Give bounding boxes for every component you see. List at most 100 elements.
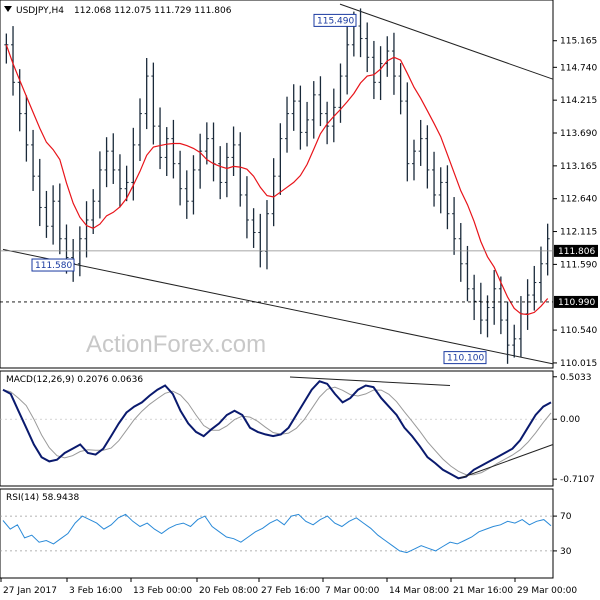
price-bar: [164, 127, 169, 177]
price-bar: [298, 85, 303, 150]
price-levels: 111.806 110.990: [0, 244, 598, 308]
macd-tick-label: 0.00: [560, 415, 580, 425]
price-bar: [251, 208, 256, 248]
macd-signal-line: [2, 386, 552, 476]
collapse-triangle-icon[interactable]: [4, 6, 12, 12]
x-tick-label: 14 Mar 08:00: [389, 586, 449, 596]
price-bar: [418, 119, 423, 166]
price-bar: [291, 84, 296, 131]
y-tick-label: 115.165: [560, 37, 597, 47]
x-tick-label: 21 Mar 16:00: [453, 586, 513, 596]
price-bar: [478, 282, 483, 335]
price-bar: [505, 301, 510, 364]
x-tick-label: 27 Feb 16:00: [261, 586, 320, 596]
price-bar: [191, 155, 196, 215]
y-tick-label: 114.740: [560, 63, 597, 73]
price-bar: [218, 146, 223, 200]
price-bar: [512, 324, 517, 358]
x-tick-label: 3 Feb 16:00: [69, 586, 123, 596]
price-bar: [198, 133, 203, 189]
price-bar: [398, 63, 403, 115]
price-bar: [91, 189, 96, 235]
price-bar: [331, 88, 336, 143]
y-tick-label: 112.640: [560, 195, 597, 205]
price-bar: [358, 8, 363, 58]
price-bar: [144, 57, 149, 130]
price-bar: [365, 22, 370, 73]
annotation-box: [313, 13, 357, 27]
macd-indicator: 0.5033 0.00 -0.7107: [0, 373, 595, 485]
price-bar: [117, 154, 122, 208]
price-bar: [492, 270, 497, 325]
price-bar: [432, 151, 437, 207]
main-axis: 115.165 114.740 114.215 113.690 113.165 112.6…: [553, 37, 597, 369]
rsi-tick-label: 70: [560, 512, 572, 522]
price-bar: [97, 151, 102, 219]
rsi-line: [2, 513, 552, 554]
price-bar: [57, 183, 62, 255]
price-bar: [485, 295, 490, 338]
header-symbol: USDJPY,H4: [16, 6, 64, 16]
price-bar: [24, 95, 29, 162]
price-annotations: 115.490 111.580 110.100: [31, 13, 487, 365]
price-bar: [425, 125, 430, 189]
annotation-box: [443, 351, 487, 365]
macd-tick-label: 0.5033: [560, 373, 592, 383]
macd-trendline-lower: [459, 444, 554, 479]
price-bar: [438, 167, 443, 214]
price-bar: [271, 158, 276, 227]
price-bar: [405, 82, 410, 182]
macd-line: [2, 380, 552, 480]
y-tick-label: 113.690: [560, 129, 597, 139]
price-bar: [378, 46, 383, 101]
price-bar: [338, 63, 343, 123]
price-bar: [445, 165, 450, 230]
annotation-text: 110.100: [447, 354, 484, 364]
y-tick-label: 111.590: [560, 260, 597, 270]
y-tick-label: 114.215: [560, 96, 597, 106]
annotation-box: [31, 258, 75, 272]
price-bar: [171, 119, 176, 179]
rsi-tick-label: 30: [560, 547, 572, 557]
price-bar: [224, 142, 229, 198]
current-price-label: 111.806: [558, 247, 595, 257]
price-bar: [545, 223, 550, 276]
price-bar: [532, 265, 537, 311]
price-bar: [472, 274, 477, 321]
price-bar: [371, 40, 376, 100]
header-ohlc: 112.068 112.075 111.729 111.806: [74, 6, 232, 16]
main-pane: [0, 0, 554, 369]
support-level-label: 110.990: [558, 298, 595, 308]
price-bar: [285, 96, 290, 153]
x-tick-label: 20 Feb 08:00: [199, 586, 258, 596]
price-bar: [104, 137, 109, 188]
price-bar: [452, 197, 457, 255]
price-bar: [51, 185, 56, 245]
price-bar: [11, 26, 16, 96]
upper-trendline: [339, 3, 554, 80]
y-tick-label: 113.165: [560, 162, 597, 172]
support-level-label-bg: [554, 295, 598, 308]
price-bar: [498, 276, 503, 335]
annotation-text: 115.490: [317, 16, 354, 26]
price-bar: [412, 139, 416, 181]
macd-pane: [0, 370, 554, 487]
watermark: ActionForex.com: [86, 331, 266, 358]
price-bar: [311, 81, 316, 139]
price-bar: [44, 190, 49, 238]
price-bar: [151, 62, 156, 145]
price-bar: [244, 176, 249, 239]
y-tick-label: 110.540: [560, 326, 597, 336]
price-bar: [318, 76, 323, 127]
lower-trendline: [2, 248, 554, 365]
rsi-indicator: 70 30: [0, 512, 572, 557]
x-tick-label: 27 Jan 2017: [3, 586, 57, 596]
price-bar: [345, 26, 350, 95]
annotation-text: 111.580: [35, 261, 72, 271]
macd-tick-label: -0.7107: [560, 475, 595, 485]
macd-title: MACD(12,26,9) 0.2076 0.0636: [6, 375, 143, 385]
y-tick-label: 112.115: [560, 228, 597, 238]
price-bars: [4, 8, 550, 364]
price-bar: [138, 98, 142, 162]
price-bar: [458, 223, 463, 282]
